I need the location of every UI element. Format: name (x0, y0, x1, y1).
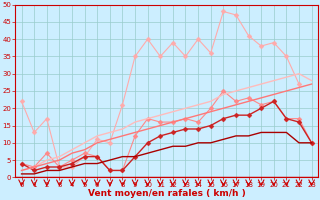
X-axis label: Vent moyen/en rafales ( km/h ): Vent moyen/en rafales ( km/h ) (88, 189, 245, 198)
